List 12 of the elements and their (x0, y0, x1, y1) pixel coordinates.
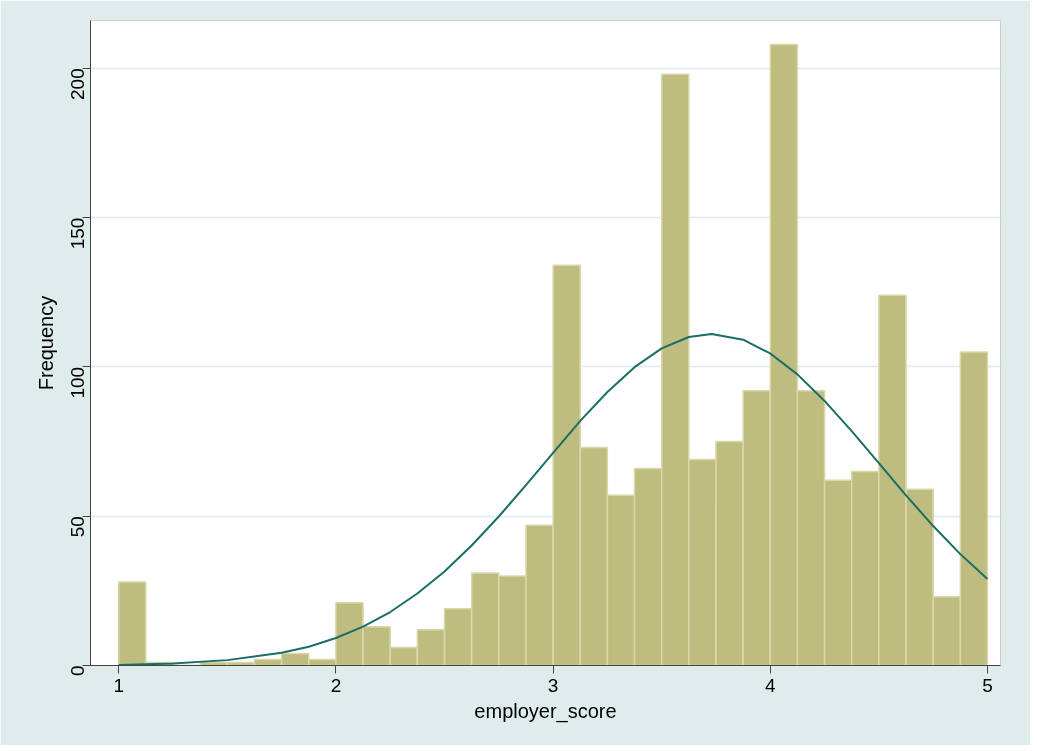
y-tick-label: 200 (67, 68, 88, 100)
x-axis-title: employer_score (474, 699, 617, 723)
x-tick-label: 4 (765, 674, 776, 696)
y-axis-title: Frequency (34, 295, 57, 391)
x-tick-label: 1 (113, 674, 125, 696)
y-tick-label: 100 (67, 366, 88, 399)
y-tick-label: 150 (67, 217, 88, 250)
x-tick-label: 5 (982, 674, 993, 696)
x-tick-label: 2 (330, 674, 342, 696)
x-tick-label: 3 (547, 674, 559, 696)
y-tick-label: 0 (67, 665, 88, 677)
y-tick-label: 50 (67, 516, 88, 538)
